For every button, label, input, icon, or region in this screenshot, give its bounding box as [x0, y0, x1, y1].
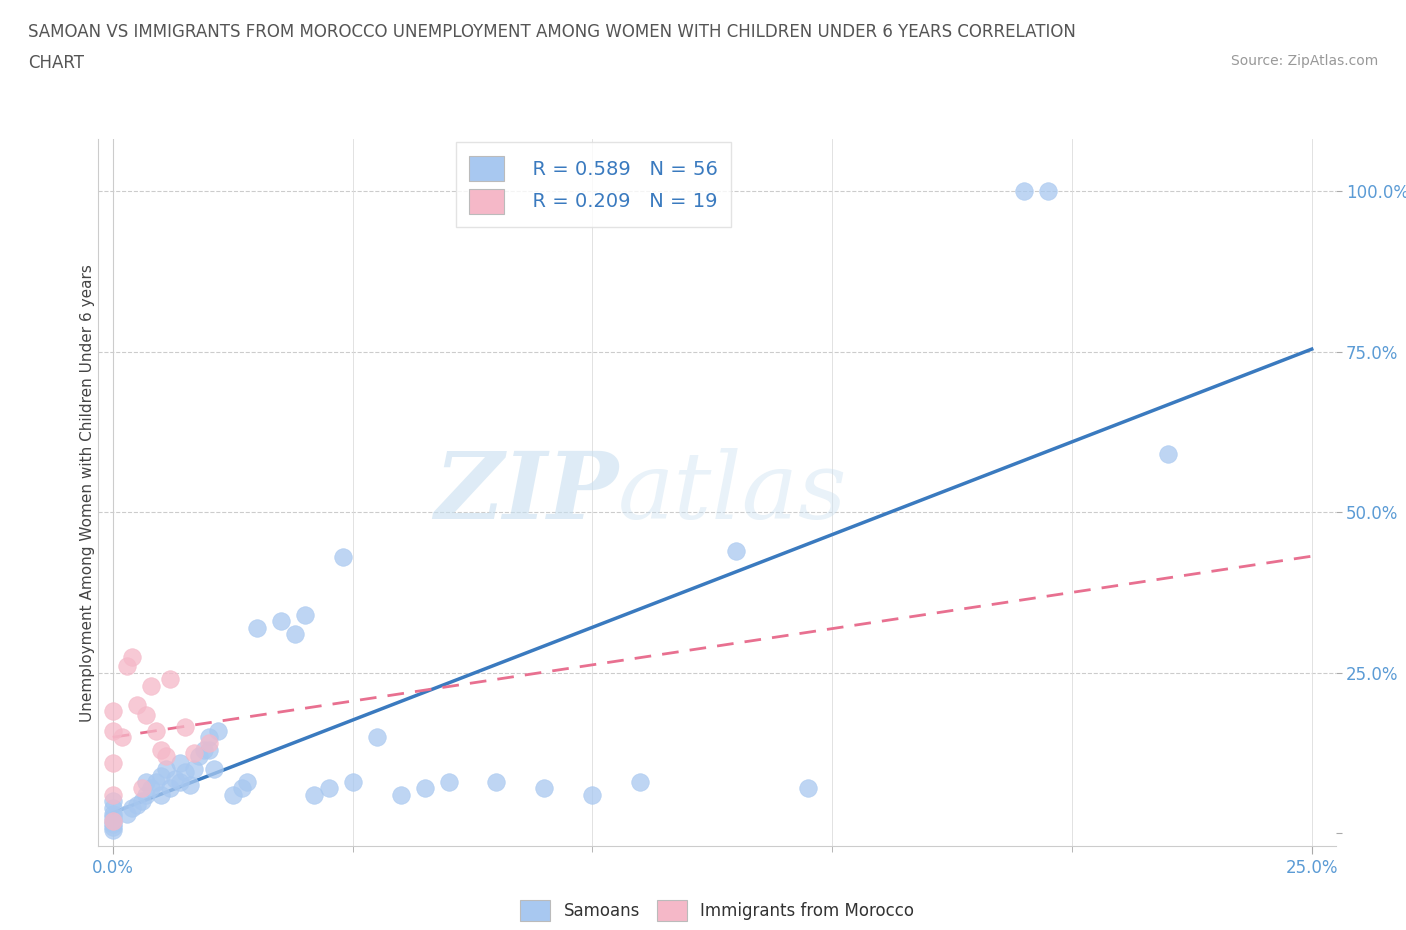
Point	[141, 781, 163, 796]
Point	[145, 775, 167, 790]
Point	[155, 749, 177, 764]
Point	[101, 755, 124, 770]
Point	[183, 746, 205, 761]
Point	[101, 806, 124, 821]
Point	[101, 794, 124, 809]
Point	[155, 762, 177, 777]
Point	[437, 775, 460, 790]
Point	[169, 775, 191, 790]
Point	[149, 742, 172, 757]
Point	[284, 627, 307, 642]
Point	[366, 730, 388, 745]
Point	[149, 788, 172, 803]
Point	[131, 794, 153, 809]
Point	[101, 788, 124, 803]
Point	[318, 781, 340, 796]
Point	[121, 649, 143, 664]
Text: ZIP: ZIP	[434, 448, 619, 538]
Point	[236, 775, 259, 790]
Point	[121, 801, 143, 816]
Point	[231, 781, 253, 796]
Point	[1012, 183, 1035, 198]
Legend: Samoans, Immigrants from Morocco: Samoans, Immigrants from Morocco	[513, 894, 921, 927]
Point	[125, 698, 148, 712]
Point	[101, 819, 124, 834]
Point	[197, 736, 219, 751]
Point	[246, 620, 269, 635]
Point	[115, 659, 138, 674]
Point	[111, 730, 134, 745]
Point	[173, 765, 195, 780]
Point	[197, 742, 219, 757]
Point	[202, 762, 225, 777]
Point	[1036, 183, 1059, 198]
Point	[581, 788, 603, 803]
Point	[115, 806, 138, 821]
Point	[183, 762, 205, 777]
Point	[628, 775, 651, 790]
Point	[135, 788, 157, 803]
Text: atlas: atlas	[619, 448, 848, 538]
Point	[188, 749, 211, 764]
Point	[165, 771, 187, 786]
Point	[141, 678, 163, 693]
Point	[302, 788, 325, 803]
Y-axis label: Unemployment Among Women with Children Under 6 years: Unemployment Among Women with Children U…	[80, 264, 94, 722]
Point	[101, 724, 124, 738]
Text: Source: ZipAtlas.com: Source: ZipAtlas.com	[1230, 54, 1378, 68]
Point	[797, 781, 820, 796]
Point	[270, 614, 292, 629]
Point	[101, 817, 124, 831]
Point	[179, 777, 201, 792]
Point	[389, 788, 412, 803]
Point	[101, 704, 124, 719]
Point	[135, 775, 157, 790]
Point	[294, 607, 316, 622]
Point	[485, 775, 508, 790]
Point	[533, 781, 555, 796]
Point	[197, 730, 219, 745]
Point	[193, 742, 215, 757]
Point	[131, 781, 153, 796]
Point	[159, 781, 181, 796]
Point	[342, 775, 364, 790]
Point	[207, 724, 229, 738]
Point	[101, 823, 124, 838]
Point	[145, 724, 167, 738]
Point	[101, 813, 124, 828]
Point	[159, 671, 181, 686]
Point	[135, 707, 157, 722]
Text: SAMOAN VS IMMIGRANTS FROM MOROCCO UNEMPLOYMENT AMONG WOMEN WITH CHILDREN UNDER 6: SAMOAN VS IMMIGRANTS FROM MOROCCO UNEMPL…	[28, 23, 1076, 41]
Point	[149, 768, 172, 783]
Point	[125, 797, 148, 812]
Point	[101, 801, 124, 816]
Point	[725, 543, 748, 558]
Point	[222, 788, 245, 803]
Point	[1157, 447, 1180, 462]
Point	[332, 550, 354, 565]
Point	[173, 720, 195, 735]
Point	[413, 781, 436, 796]
Point	[101, 810, 124, 825]
Text: CHART: CHART	[28, 54, 84, 72]
Point	[101, 813, 124, 828]
Point	[169, 755, 191, 770]
